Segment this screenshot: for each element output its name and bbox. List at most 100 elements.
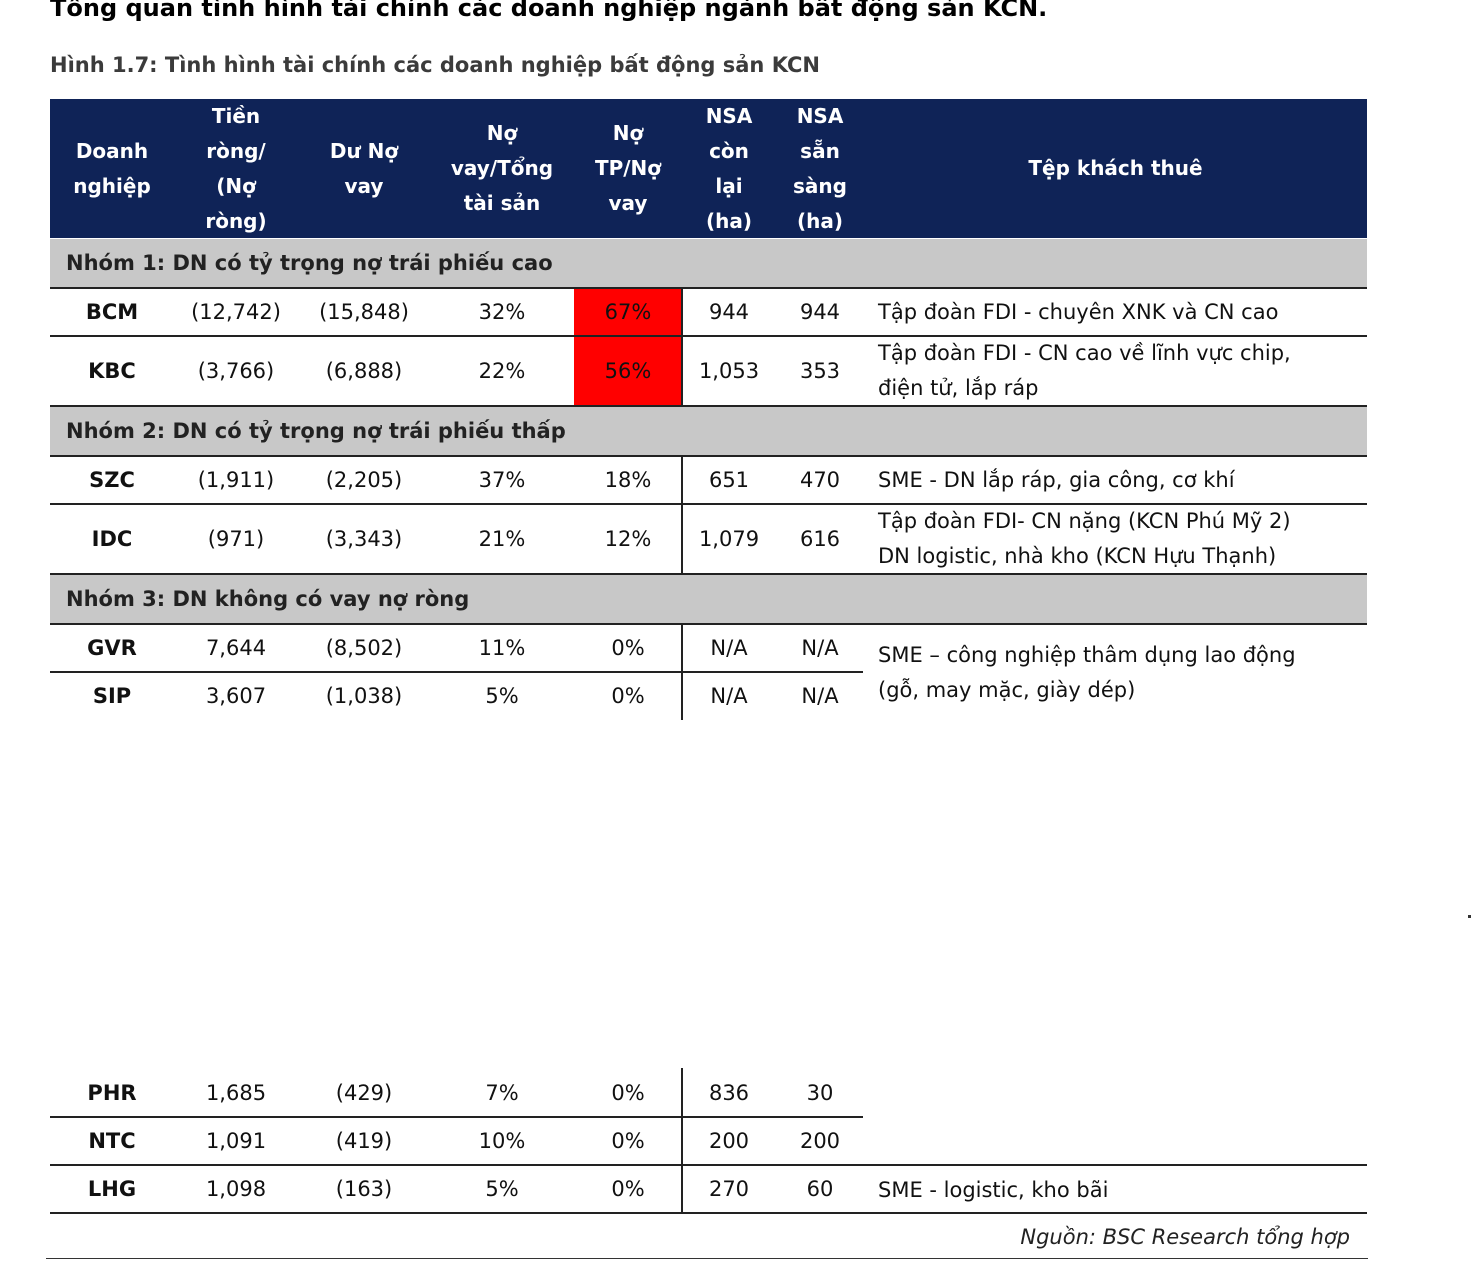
cell-net-cash: (971)	[207, 526, 265, 551]
cell-bond-to-loan: 56%	[574, 336, 682, 405]
cell-loan-to-assets: 10%	[478, 1129, 526, 1153]
tenant-gvr-sip: SME – công nghiệp thâm dụng lao động (gỗ…	[878, 643, 1296, 702]
cell-bond-to-loan: 0%	[611, 1129, 645, 1153]
header-loan-to-assets: Nợ vay/Tổng tài sản	[450, 121, 554, 215]
cell-bond-to-loan: 0%	[611, 1081, 645, 1105]
cell-ready-land: 30	[806, 1081, 834, 1105]
cell-loan-to-assets: 37%	[478, 468, 526, 492]
header-loan-balance: Dư Nợ vay	[329, 138, 399, 198]
tenant-idc: Tập đoàn FDI- CN nặng (KCN Phú Mỹ 2) DN …	[878, 509, 1291, 568]
cell-bond-to-loan: 0%	[611, 1177, 645, 1201]
cell-name: LHG	[87, 1177, 137, 1201]
rule	[50, 573, 1367, 575]
cell-ready-land: 470	[799, 468, 841, 492]
cell-net-cash: (3,766)	[197, 358, 275, 383]
figure-caption: Hình 1.7: Tình hình tài chính các doanh …	[50, 53, 821, 77]
cell-name: PHR	[87, 1081, 137, 1105]
cell-loan-balance: (163)	[335, 1177, 393, 1201]
header-net-cash: Tiền ròng/ (Nợ ròng)	[205, 103, 267, 233]
rule	[50, 503, 1367, 505]
cell-loan-balance: (2,205)	[325, 468, 403, 492]
rule	[50, 1116, 863, 1118]
cell-loan-to-assets: 5%	[485, 1177, 519, 1201]
cell-ready-land: 944	[799, 300, 841, 324]
cell-loan-balance: (3,343)	[325, 526, 403, 551]
cell-remaining-land: 270	[708, 1177, 750, 1201]
rule	[50, 287, 1367, 289]
cell-ready-land: 616	[799, 526, 841, 551]
rule	[50, 335, 1367, 337]
cell-remaining-land: 944	[708, 300, 750, 324]
cell-bond-to-loan: 0%	[611, 636, 645, 660]
cell-bond-to-loan: 67%	[574, 289, 682, 335]
column-divider	[681, 1068, 683, 1214]
header-company: Doanh nghiệp	[73, 138, 151, 198]
table-header: Doanh nghiệp Tiền ròng/ (Nợ ròng) Dư Nợ …	[50, 99, 1367, 238]
cell-remaining-land: 651	[708, 468, 750, 492]
header-remaining-land: NSA còn lại (ha)	[705, 103, 753, 233]
cell-net-cash: (12,742)	[191, 300, 281, 324]
tenant-bcm: Tập đoàn FDI - chuyên XNK và CN cao	[878, 300, 1279, 324]
cell-bond-to-loan: 12%	[604, 526, 652, 551]
column-divider	[681, 289, 683, 406]
cell-ready-land: N/A	[801, 636, 839, 660]
cell-loan-to-assets: 21%	[478, 526, 526, 551]
header-tenants: Tệp khách thuê	[1028, 156, 1203, 180]
cell-bond-to-loan: 18%	[604, 468, 652, 492]
cell-net-cash: 1,091	[205, 1129, 267, 1153]
cell-remaining-land: 1,079	[698, 526, 760, 551]
cell-loan-to-assets: 5%	[485, 684, 519, 708]
cell-remaining-land: 836	[708, 1081, 750, 1105]
cell-ready-land: 200	[799, 1129, 841, 1153]
cell-name: BCM	[85, 300, 139, 324]
cell-remaining-land: 200	[708, 1129, 750, 1153]
header-ready-land: NSA sẵn sàng (ha)	[793, 103, 847, 233]
source-note: Nguồn: BSC Research tổng hợp	[1020, 1225, 1350, 1249]
cell-net-cash: 7,644	[205, 636, 267, 660]
cell-remaining-land: 1,053	[698, 358, 760, 383]
cell-ready-land: 60	[806, 1177, 834, 1201]
cell-loan-to-assets: 11%	[478, 636, 526, 660]
cell-name: GVR	[87, 636, 137, 660]
cell-loan-balance: (1,038)	[325, 684, 403, 708]
rule	[50, 671, 863, 673]
cell-net-cash: 3,607	[205, 684, 267, 708]
cell-loan-to-assets: 22%	[478, 358, 526, 383]
cell-loan-to-assets: 7%	[485, 1081, 519, 1105]
group-row-3: Nhóm 3: DN không có vay nợ ròng	[50, 575, 1367, 624]
cell-bond-to-loan: 0%	[611, 684, 645, 708]
stray-mark	[1468, 915, 1471, 918]
column-divider	[681, 625, 683, 720]
rule	[50, 623, 1367, 625]
rule	[50, 455, 1367, 457]
group-row-2: Nhóm 2: DN có tỷ trọng nợ trái phiếu thấ…	[50, 407, 1367, 456]
rule	[50, 1212, 1367, 1214]
cell-name: SIP	[92, 684, 132, 708]
cell-net-cash: (1,911)	[197, 468, 275, 492]
cell-loan-balance: (6,888)	[325, 358, 403, 383]
tenant-kbc: Tập đoàn FDI - CN cao về lĩnh vực chip, …	[878, 341, 1291, 400]
cell-loan-balance: (429)	[335, 1081, 393, 1105]
cell-loan-balance: (419)	[335, 1129, 393, 1153]
cell-loan-to-assets: 32%	[478, 300, 526, 324]
cell-name: NTC	[88, 1129, 136, 1153]
group-label: Nhóm 3: DN không có vay nợ ròng	[66, 587, 470, 611]
cell-name: SZC	[89, 468, 135, 492]
cell-loan-balance: (8,502)	[325, 636, 403, 660]
cell-remaining-land: N/A	[710, 684, 748, 708]
header-bond-to-loan: Nợ TP/Nợ vay	[594, 121, 662, 215]
cell-ready-land: 353	[799, 358, 841, 383]
group-row-1: Nhóm 1: DN có tỷ trọng nợ trái phiếu cao	[50, 239, 1367, 288]
rule	[50, 1164, 1367, 1166]
group-label: Nhóm 1: DN có tỷ trọng nợ trái phiếu cao	[66, 251, 553, 275]
cell-net-cash: 1,685	[205, 1081, 267, 1105]
cell-name: KBC	[88, 358, 136, 383]
cell-name: IDC	[91, 526, 133, 551]
cell-net-cash: 1,098	[205, 1177, 267, 1201]
rule	[50, 405, 1367, 407]
tenant-szc: SME - DN lắp ráp, gia công, cơ khí	[878, 468, 1235, 492]
cell-remaining-land: N/A	[710, 636, 748, 660]
group-label: Nhóm 2: DN có tỷ trọng nợ trái phiếu thấ…	[66, 419, 566, 443]
cell-loan-balance: (15,848)	[319, 300, 409, 324]
column-divider	[681, 457, 683, 574]
